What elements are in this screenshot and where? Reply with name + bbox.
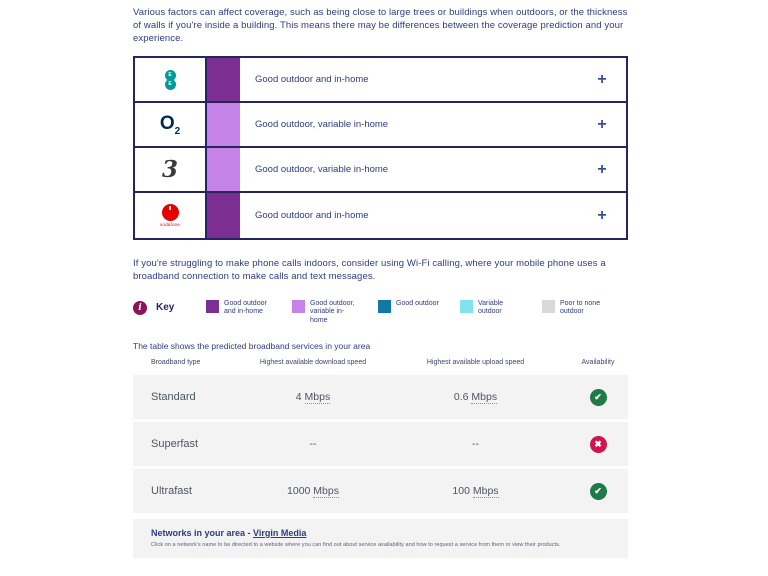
upload-speed: 0.6 Mbps — [453, 390, 498, 404]
coverage-description: Good outdoor and in-home — [255, 74, 369, 86]
coverage-level-bar — [207, 58, 240, 102]
upload-speed: -- — [472, 437, 479, 450]
legend-label: Good outdoor — [396, 299, 439, 307]
column-header-availability: Availability — [581, 359, 615, 367]
legend-swatch — [378, 299, 391, 313]
broadband-row-superfast: Superfast -- -- ✖ — [133, 421, 628, 466]
coverage-description: Good outdoor and in-home — [255, 210, 369, 222]
legend-item: Poor to none outdoor — [542, 299, 628, 326]
mbps-abbr[interactable]: Mbps — [304, 390, 331, 404]
intro-paragraph: Various factors can affect coverage, suc… — [133, 7, 628, 45]
coverage-key-legend: i Key Good outdoor and in-home Good outd… — [133, 299, 628, 326]
coverage-checker-page: Various factors can affect coverage, suc… — [133, 0, 628, 558]
legend-label: Poor to none outdoor — [560, 299, 601, 316]
availability-cross-icon: ✖ — [589, 436, 607, 454]
vodafone-logo: ' vodafone — [135, 193, 207, 239]
upload-speed: 100 Mbps — [452, 484, 499, 498]
coverage-level-bar — [207, 148, 240, 192]
mbps-abbr[interactable]: Mbps — [472, 484, 499, 498]
networks-in-your-area-panel: Networks in your area - Virgin Media Cli… — [133, 518, 628, 558]
legend-swatch — [542, 299, 555, 313]
broadband-row-ultrafast: Ultrafast 1000 Mbps 100 Mbps ✔ — [133, 468, 628, 513]
column-header-upload-speed: Highest available upload speed — [426, 359, 525, 367]
expand-button[interactable]: + — [578, 148, 626, 191]
download-speed: 1000 Mbps — [287, 484, 339, 498]
operator-row-three[interactable]: 3 Good outdoor, variable in-home + — [135, 148, 626, 194]
broadband-table-header: Broadband type Highest available downloa… — [133, 351, 628, 375]
broadband-type: Ultrafast — [151, 484, 192, 497]
legend-item: Good outdoor — [378, 299, 460, 326]
coverage-level-bar — [207, 103, 240, 147]
coverage-level-bar — [207, 193, 240, 239]
ee-logo-dot: E — [164, 78, 176, 90]
legend-item: Good outdoor, variable in-home — [292, 299, 378, 326]
ee-logo-dot: E — [164, 69, 176, 81]
legend-swatch — [206, 299, 219, 313]
operator-row-o2[interactable]: O2 Good outdoor, variable in-home + — [135, 103, 626, 149]
legend-label: Good outdoor and in-home — [224, 299, 267, 316]
mobile-coverage-table: E E Good outdoor and in-home + O2 Good o… — [133, 56, 628, 241]
expand-button[interactable]: + — [578, 103, 626, 146]
legend-label: Variable outdoor — [478, 299, 504, 316]
key-label: Key — [156, 302, 175, 314]
expand-button[interactable]: + — [578, 193, 626, 238]
networks-heading: Networks in your area - Virgin Media — [151, 527, 307, 538]
download-speed: 4 Mbps — [295, 390, 331, 404]
availability-check-icon: ✔ — [589, 483, 607, 501]
legend-item: Variable outdoor — [460, 299, 542, 326]
operator-row-vodafone[interactable]: ' vodafone Good outdoor and in-home + — [135, 193, 626, 239]
legend-swatch — [292, 299, 305, 313]
column-header-broadband-type: Broadband type — [151, 359, 201, 367]
broadband-type: Superfast — [151, 437, 199, 450]
availability-check-icon: ✔ — [589, 389, 607, 407]
networks-note: Click on a network's name to be directed… — [151, 541, 561, 548]
virgin-media-link[interactable]: Virgin Media — [253, 527, 307, 538]
legend-label: Good outdoor, variable in-home — [310, 299, 355, 325]
ee-logo: E E — [135, 58, 207, 102]
wifi-calling-paragraph: If you're struggling to make phone calls… — [133, 258, 606, 283]
download-speed: -- — [309, 437, 317, 450]
broadband-row-standard: Standard 4 Mbps 0.6 Mbps ✔ — [133, 374, 628, 419]
info-icon: i — [133, 300, 147, 315]
legend-swatch — [460, 299, 473, 313]
mbps-abbr[interactable]: Mbps — [471, 390, 498, 404]
broadband-type: Standard — [151, 390, 196, 403]
three-logo: 3 — [135, 148, 207, 192]
vodafone-speechmark-icon: ' — [161, 204, 179, 222]
expand-button[interactable]: + — [578, 58, 626, 101]
legend-item: Good outdoor and in-home — [206, 299, 292, 326]
broadband-table-intro: The table shows the predicted broadband … — [133, 340, 371, 351]
mbps-abbr[interactable]: Mbps — [313, 484, 339, 498]
coverage-description: Good outdoor, variable in-home — [255, 164, 389, 176]
operator-row-ee[interactable]: E E Good outdoor and in-home + — [135, 58, 626, 104]
o2-logo: O2 — [135, 103, 207, 147]
column-header-download-speed: Highest available download speed — [259, 359, 367, 367]
coverage-description: Good outdoor, variable in-home — [255, 119, 389, 131]
